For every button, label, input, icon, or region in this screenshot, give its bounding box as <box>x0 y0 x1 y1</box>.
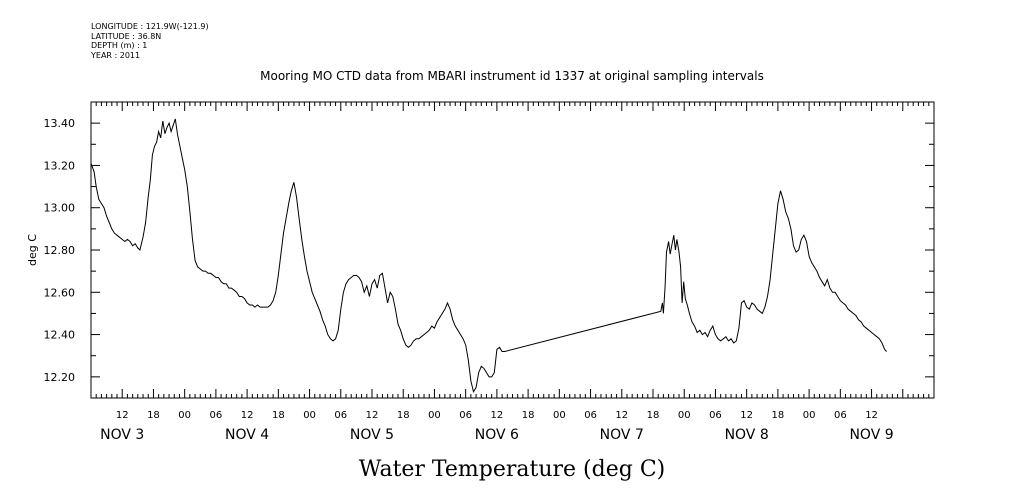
day-label: NOV 5 <box>350 427 394 443</box>
day-label: NOV 6 <box>475 427 519 443</box>
x-tick-label: 00 <box>428 410 441 421</box>
metadata-block: LONGITUDE : 121.9W(-121.9) LATITUDE : 36… <box>91 22 209 60</box>
x-tick-label: 06 <box>709 410 722 421</box>
x-tick-label: 12 <box>116 410 129 421</box>
chart-title: Mooring MO CTD data from MBARI instrumen… <box>260 69 764 83</box>
y-tick-labels: 12.20 12.40 12.60 12.80 13.00 13.20 13.40 <box>44 117 76 384</box>
x-tick-label: 00 <box>178 410 191 421</box>
longitude-label: LONGITUDE : 121.9W(-121.9) <box>91 22 209 31</box>
day-label: NOV 3 <box>100 427 144 443</box>
x-tick-labels: 12 18 00 06 12 18 00 06 12 18 00 06 12 18 00 06 12 18 00 06… <box>116 410 878 421</box>
x-tick-label: 18 <box>272 410 285 421</box>
x-tick-label: 12 <box>241 410 254 421</box>
x-tick-label: 18 <box>647 410 660 421</box>
x-tick-label: 18 <box>772 410 785 421</box>
tick-marks <box>90 101 935 399</box>
x-tick-label: 06 <box>459 410 472 421</box>
x-tick-label: 06 <box>334 410 347 421</box>
year-label: YEAR : 2011 <box>91 50 141 60</box>
series-line <box>90 118 887 393</box>
day-label: NOV 8 <box>725 427 769 443</box>
x-tick-label: 06 <box>210 410 223 421</box>
x-tick-label: 00 <box>803 410 816 421</box>
latitude-label: LATITUDE : 36.8N <box>91 31 162 41</box>
x-tick-label: 18 <box>147 410 160 421</box>
depth-label: DEPTH (m) : 1 <box>91 41 148 50</box>
y-tick-label: 13.40 <box>44 117 76 130</box>
x-tick-label: 00 <box>303 410 316 421</box>
x-tick-label: 12 <box>491 410 504 421</box>
day-label: NOV 4 <box>225 427 269 443</box>
x-tick-label: 18 <box>397 410 410 421</box>
x-tick-label: 06 <box>584 410 597 421</box>
y-tick-label: 13.20 <box>44 159 76 172</box>
x-tick-label: 00 <box>553 410 566 421</box>
day-label: NOV 9 <box>849 427 893 443</box>
y-tick-label: 12.20 <box>44 371 76 384</box>
x-tick-label: 00 <box>678 410 691 421</box>
x-tick-label: 12 <box>366 410 379 421</box>
x-tick-label: 18 <box>522 410 535 421</box>
x-axis-label: Water Temperature (deg C) <box>359 457 666 482</box>
y-tick-label: 13.00 <box>44 202 76 215</box>
y-axis-label: deg C <box>26 234 39 266</box>
day-label: NOV 7 <box>600 427 644 443</box>
day-labels: NOV 3 NOV 4 NOV 5 NOV 6 NOV 7 NOV 8 NOV 9 <box>100 427 894 443</box>
y-tick-label: 12.80 <box>44 244 76 257</box>
x-tick-label: 06 <box>834 410 847 421</box>
y-tick-label: 12.40 <box>44 329 76 342</box>
y-tick-label: 12.60 <box>44 286 76 299</box>
x-tick-label: 12 <box>865 410 878 421</box>
x-tick-label: 12 <box>740 410 753 421</box>
x-tick-label: 12 <box>615 410 628 421</box>
